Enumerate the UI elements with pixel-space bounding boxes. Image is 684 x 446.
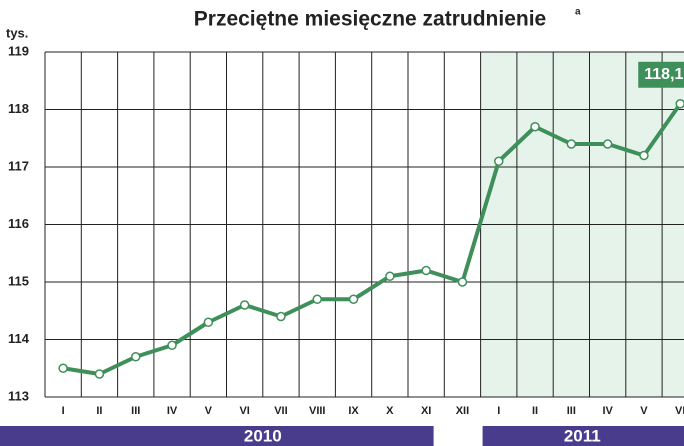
year-band — [482, 426, 684, 446]
x-tick-label: III — [567, 405, 576, 417]
y-tick-label: 114 — [8, 331, 30, 346]
point — [276, 311, 286, 322]
y-tick-label: 119 — [8, 43, 29, 58]
x-tick-label: VII — [274, 405, 287, 417]
x-tick-label: IX — [348, 405, 359, 417]
point — [530, 122, 540, 132]
point — [421, 265, 431, 276]
x-tick-label: I — [497, 405, 500, 417]
x-tick-label: VI — [239, 405, 249, 417]
point — [203, 317, 214, 327]
y-tick-label: 117 — [8, 158, 29, 173]
point — [312, 294, 322, 304]
point — [167, 340, 177, 350]
x-tick-label: V — [640, 405, 648, 417]
point — [94, 369, 105, 379]
year-label: 2011 — [564, 426, 601, 445]
x-tick-label: X — [386, 405, 394, 417]
x-tick-label: I — [62, 405, 65, 417]
value-label-box — [638, 61, 684, 88]
x-tick-label: IV — [602, 405, 613, 417]
x-tick-label: VI — [675, 405, 684, 417]
y-tick-label: 118 — [8, 101, 29, 116]
y-tick-label: 113 — [8, 388, 29, 403]
x-tick-label: IV — [167, 405, 178, 417]
value-label: 118,1 — [644, 66, 683, 83]
point — [494, 156, 504, 166]
chart-title: Przeciętne miesięczne zatrudnienie — [194, 8, 546, 31]
point — [131, 352, 141, 362]
x-tick-label: II — [96, 405, 102, 417]
x-tick-label: VIII — [309, 405, 326, 417]
y-tick-label: 115 — [8, 273, 29, 288]
x-tick-label: II — [532, 405, 538, 417]
year-label: 2010 — [244, 426, 282, 445]
point — [239, 300, 250, 310]
x-tick-label: V — [205, 405, 213, 417]
point — [58, 363, 68, 373]
series-line — [62, 102, 682, 376]
y-tick-label: 116 — [8, 216, 29, 231]
year-band — [0, 426, 434, 446]
point — [602, 139, 613, 149]
point — [675, 99, 684, 109]
point — [348, 294, 359, 304]
y-axis-label: tys. — [6, 25, 28, 40]
point — [566, 139, 577, 149]
x-tick-label: XI — [421, 405, 431, 417]
x-tick-label: XII — [456, 405, 469, 417]
title-note: a — [575, 7, 581, 18]
point — [639, 150, 649, 161]
point — [385, 271, 395, 281]
point — [457, 277, 468, 287]
x-tick-label: III — [131, 405, 140, 417]
